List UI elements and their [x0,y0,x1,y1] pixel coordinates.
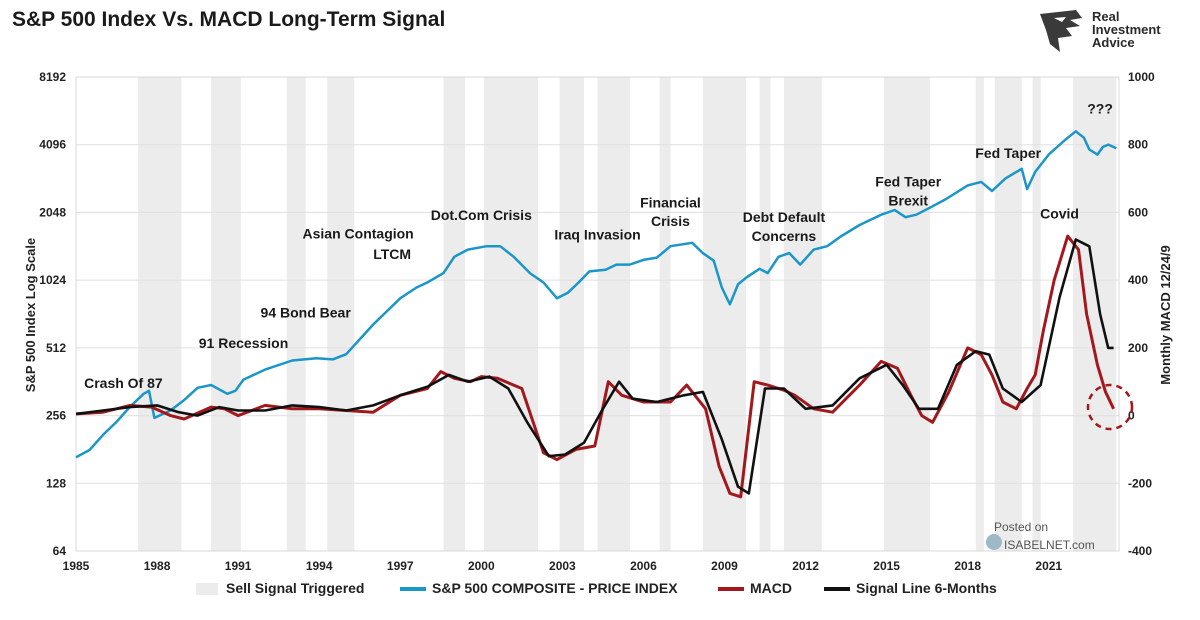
annotation-10: Concerns [752,228,817,244]
logo-line-1: Real [1092,9,1120,24]
legend-label-sp500: S&P 500 COMPOSITE - PRICE INDEX [432,580,678,596]
legend-swatch-sp500 [400,587,426,591]
macd-line [75,234,1115,499]
logo: Real Investment Advice [1036,8,1186,56]
y-axis-label: S&P 500 Index Log Scale [23,238,38,392]
chart-title: S&P 500 Index Vs. MACD Long-Term Signal [12,8,446,31]
sell-signal-band-14 [994,77,1022,551]
legend-swatch-sell [196,583,218,595]
y-tick-label-5: 2048 [39,205,66,219]
macd-drop-circle [1086,383,1134,431]
signal-line [75,238,1114,495]
legend-label-signal: Signal Line 6-Months [856,580,997,596]
y2-axis-label: Monthly MACD 12/24/9 [1158,245,1173,384]
y2-tick-label-3: 200 [1128,341,1148,355]
sell-signal-band-15 [1032,77,1041,551]
sell-signal-band-8 [659,77,671,551]
legend-label-sell: Sell Signal Triggered [226,580,365,596]
y-tick-label-0: 64 [53,544,67,558]
x-tick-label-11: 2018 [954,559,981,573]
annotation-12: Brexit [888,192,928,208]
sell-signal-band-3 [327,77,355,551]
x-tick-label-12: 2021 [1035,559,1062,573]
signal-series [75,238,1114,495]
sell-signal-band-10 [759,77,771,551]
x-axis-ticks: 1985 1988 1991 1994 1997 2000 2003 2006 2009 2012… [63,559,1063,573]
y-axis-ticks: 64 128 256 512 1024 2048 4096 8192 [39,70,66,558]
annotation-11: Fed Taper [875,174,941,190]
y2-tick-label-6: 800 [1128,138,1148,152]
y2-axis-ticks: -400 -200 0 200 400 600 800 1000 [1128,70,1155,558]
annotations: Crash Of 87 91 Recession 94 Bond Bear Asian… [84,100,1113,391]
annotation-5: Dot.Com Crisis [431,207,532,223]
annotation-6: Iraq Invasion [554,227,640,243]
y2-tick-label-1: -200 [1128,476,1152,490]
annotation-14: Covid [1040,206,1079,222]
x-tick-label-1: 1988 [144,559,171,573]
annotation-7: Financial [640,195,701,211]
sp500-line [75,130,1117,459]
x-tick-label-3: 1994 [306,559,333,573]
watermark-posted: Posted on [994,520,1049,534]
y-tick-label-3: 512 [46,341,66,355]
sell-signal-band-2 [286,77,306,551]
sell-signal-band-13 [975,77,984,551]
sell-signal-band-0 [138,77,182,551]
macd-series [75,234,1115,499]
sell-signal-band-12 [883,77,930,551]
x-tick-label-10: 2015 [873,559,900,573]
y-tick-label-1: 128 [46,476,66,490]
y2-tick-label-2: 0 [1128,409,1135,423]
y2-tick-label-4: 400 [1128,273,1148,287]
annotation-13: Fed Taper [975,145,1041,161]
plot-frame [75,76,1120,552]
sell-signal-band-5 [484,77,539,551]
x-tick-label-9: 2012 [792,559,819,573]
sell-signal-band-4 [443,77,466,551]
watermark: Posted on ISABELNET.com [986,520,1126,560]
y2-tick-label-0: -400 [1128,544,1152,558]
sp500-series [75,130,1117,459]
chart-svg: 1985 1988 1991 1994 1997 2000 2003 2006 2009 2012… [23,70,1173,573]
x-tick-label-8: 2009 [711,559,738,573]
sell-signal-band-16 [1073,77,1117,551]
watermark-site: ISABELNET.com [1004,538,1095,552]
sell-signal-band-1 [211,77,241,551]
sell-signal-band-6 [559,77,584,551]
sell-signal-band-7 [597,77,630,551]
y-tick-label-2: 256 [46,409,66,423]
x-tick-label-2: 1991 [225,559,252,573]
sell-signal-band-11 [783,77,822,551]
x-tick-label-0: 1985 [63,559,90,573]
legend-swatch-macd [718,587,744,591]
annotation-15: ??? [1087,100,1113,116]
annotation-0: Crash Of 87 [84,375,163,391]
logo-line-3: Advice [1092,35,1135,50]
y-tick-label-6: 4096 [39,138,66,152]
x-tick-label-7: 2006 [630,559,657,573]
x-tick-label-4: 1997 [387,559,414,573]
annotation-2: 94 Bond Bear [261,304,352,320]
eagle-head-icon [1040,10,1082,52]
globe-icon [986,534,1002,550]
annotation-9: Debt Default [743,209,826,225]
sell-signal-bands [138,77,1117,551]
annotation-8: Crisis [651,213,690,229]
y-tick-label-4: 1024 [39,273,66,287]
legend-swatch-signal [824,587,850,591]
y-tick-label-7: 8192 [39,70,66,84]
x-tick-label-5: 2000 [468,559,495,573]
sell-signal-band-9 [702,77,747,551]
logo-line-2: Investment [1092,22,1161,37]
x-tick-label-6: 2003 [549,559,576,573]
y2-tick-label-5: 600 [1128,205,1148,219]
legend: Sell Signal Triggered S&P 500 COMPOSITE … [0,576,1200,602]
legend-label-macd: MACD [750,580,792,596]
annotation-3: Asian Contagion [303,225,414,241]
y2-tick-label-7: 1000 [1128,70,1155,84]
annotation-1: 91 Recession [199,335,289,351]
annotation-4: LTCM [373,246,411,262]
